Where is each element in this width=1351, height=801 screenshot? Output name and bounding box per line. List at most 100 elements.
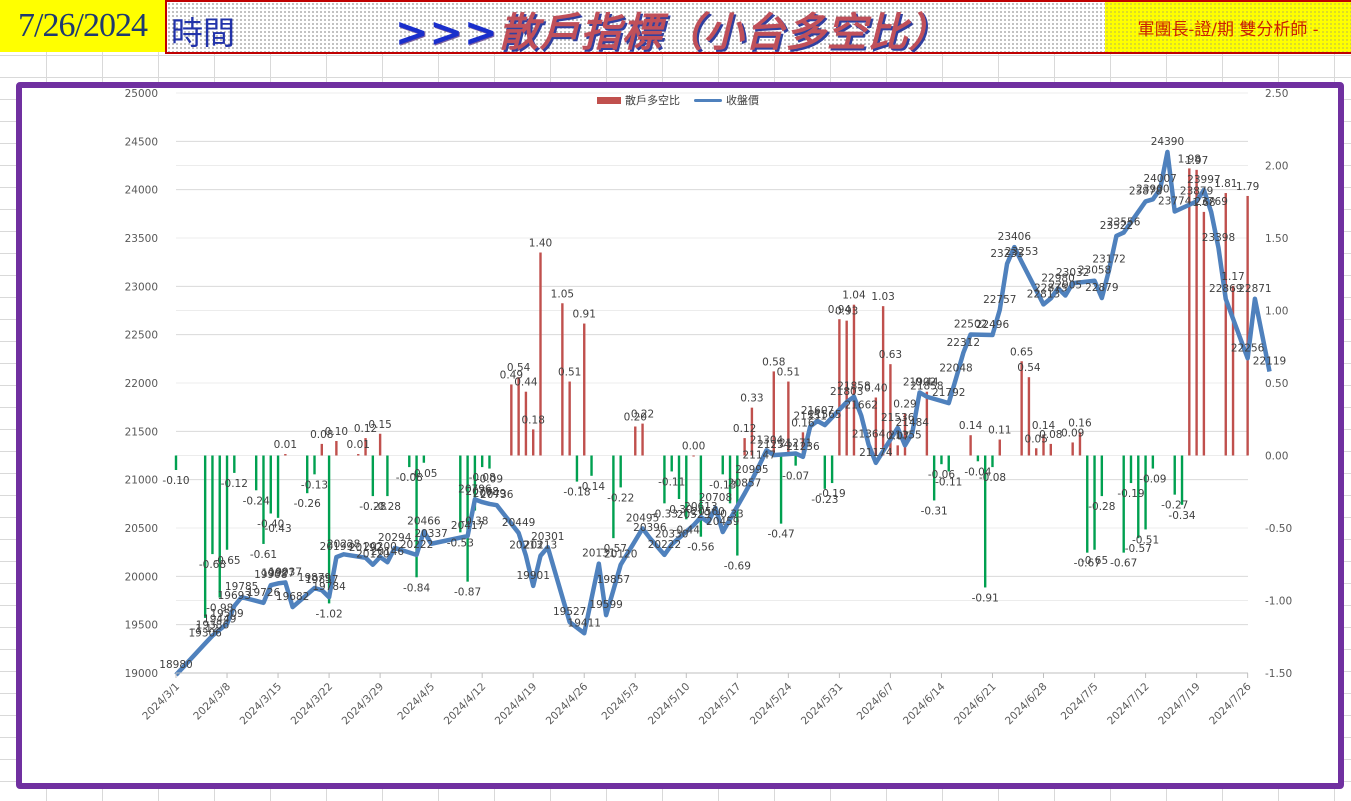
svg-text:0.51: 0.51	[777, 367, 800, 379]
svg-text:-0.24: -0.24	[243, 495, 270, 507]
legend-item-close: 收盤價	[694, 92, 759, 108]
right-axis-tick: -0.50	[1265, 523, 1292, 535]
right-axis-tick: -1.50	[1265, 668, 1292, 680]
svg-text:20708: 20708	[699, 492, 732, 504]
svg-text:20192: 20192	[349, 542, 382, 554]
x-axis-tick: 2024/3/8	[191, 681, 233, 723]
svg-text:20228: 20228	[327, 538, 360, 550]
svg-text:1.79: 1.79	[1236, 181, 1259, 193]
svg-text:23774: 23774	[1158, 196, 1192, 208]
svg-text:-0.40: -0.40	[257, 519, 284, 531]
x-axis-tick: 2024/3/29	[340, 681, 387, 728]
svg-text:1.17: 1.17	[1221, 271, 1244, 283]
svg-text:0.14: 0.14	[959, 420, 983, 432]
svg-text:0.01: 0.01	[347, 439, 370, 451]
svg-text:22869: 22869	[1209, 283, 1242, 295]
svg-text:-0.11: -0.11	[658, 476, 685, 488]
svg-text:0.11: 0.11	[988, 425, 1011, 437]
svg-text:0.07: 0.07	[886, 430, 909, 442]
legend-label-close: 收盤價	[726, 94, 759, 107]
svg-text:-0.23: -0.23	[811, 494, 838, 506]
svg-text:-0.07: -0.07	[782, 471, 809, 483]
svg-text:0.08: 0.08	[1039, 429, 1062, 441]
svg-text:23900: 23900	[1136, 183, 1169, 195]
svg-text:-0.65: -0.65	[213, 555, 240, 567]
svg-text:0.91: 0.91	[573, 309, 596, 321]
svg-text:19693: 19693	[218, 590, 251, 602]
svg-text:19937: 19937	[269, 566, 302, 578]
svg-text:-0.09: -0.09	[476, 474, 503, 486]
svg-text:0.14: 0.14	[1032, 420, 1056, 432]
svg-text:24007: 24007	[1143, 173, 1176, 185]
svg-text:-0.13: -0.13	[709, 479, 736, 491]
title-text: 散戶指標（小台多空比）	[498, 10, 950, 56]
right-axis-tick: 2.50	[1265, 88, 1288, 100]
x-axis-tick: 2024/6/14	[901, 680, 948, 727]
time-label: 時間	[171, 15, 236, 51]
svg-text:19599: 19599	[589, 599, 622, 611]
svg-text:20120: 20120	[356, 549, 389, 561]
x-axis-tick: 2024/6/7	[855, 681, 897, 723]
left-axis-tick: 21000	[125, 475, 158, 487]
x-axis-tick: 2024/5/24	[748, 680, 795, 727]
svg-text:19908: 19908	[254, 569, 287, 581]
svg-text:0.65: 0.65	[1010, 346, 1033, 358]
svg-text:20222: 20222	[648, 539, 681, 551]
x-axis-tick: 2024/3/1	[140, 681, 182, 723]
svg-text:20213: 20213	[509, 540, 542, 552]
svg-text:0.22: 0.22	[631, 409, 654, 421]
svg-text:0.44: 0.44	[514, 377, 538, 389]
svg-text:-0.18: -0.18	[563, 487, 590, 499]
svg-text:23879: 23879	[1180, 185, 1213, 197]
svg-text:22813: 22813	[1027, 288, 1060, 300]
chart-frame[interactable]	[16, 82, 1344, 789]
svg-text:-0.08: -0.08	[979, 472, 1006, 484]
svg-text:23878: 23878	[1129, 185, 1162, 197]
svg-text:0.33: 0.33	[740, 393, 763, 405]
right-axis-tick: 1.50	[1265, 233, 1288, 245]
svg-text:21355: 21355	[888, 429, 921, 441]
svg-text:20749: 20749	[473, 488, 506, 500]
svg-text:21902: 21902	[903, 376, 936, 388]
left-axis-tick: 19000	[125, 668, 158, 680]
x-axis-tick: 2024/7/26	[1207, 680, 1254, 727]
svg-text:23253: 23253	[1005, 246, 1038, 258]
svg-text:21803: 21803	[830, 386, 863, 398]
title-bar[interactable]: 時間 >>>散戶指標（小台多空比） 軍團長-證/期 雙分析師 -	[165, 0, 1351, 56]
svg-text:21565: 21565	[808, 409, 841, 421]
svg-text:-0.33: -0.33	[716, 508, 743, 520]
svg-text:-0.31: -0.31	[921, 505, 948, 517]
svg-text:22496: 22496	[976, 319, 1010, 331]
svg-text:20613: 20613	[684, 501, 717, 513]
svg-text:20768: 20768	[465, 486, 498, 498]
svg-text:22502: 22502	[954, 318, 987, 330]
svg-text:19527: 19527	[553, 606, 586, 618]
svg-text:-0.38: -0.38	[461, 516, 488, 528]
svg-text:20449: 20449	[502, 517, 535, 529]
right-axis-tick: 1.00	[1265, 306, 1288, 318]
svg-text:20560: 20560	[691, 506, 724, 518]
svg-text:0.12: 0.12	[354, 423, 377, 435]
svg-text:0.00: 0.00	[682, 441, 705, 453]
svg-text:0.54: 0.54	[507, 362, 531, 374]
svg-text:0.16: 0.16	[791, 417, 815, 429]
chart-legend: 散戶多空比 收盤價	[597, 92, 759, 108]
x-axis-tick: 2024/5/31	[799, 681, 846, 728]
svg-text:-0.28: -0.28	[374, 501, 401, 513]
svg-text:0.54: 0.54	[1017, 362, 1041, 374]
right-axis-tick: 2.00	[1265, 161, 1288, 173]
svg-text:19785: 19785	[225, 581, 258, 593]
svg-text:-0.87: -0.87	[454, 587, 481, 599]
x-axis-tick: 2024/3/22	[289, 681, 336, 728]
svg-text:0.40: 0.40	[864, 383, 887, 395]
right-axis-tick: 0.00	[1265, 451, 1288, 463]
svg-text:0.01: 0.01	[274, 439, 297, 451]
date-cell[interactable]: 7/26/2024	[0, 0, 165, 52]
svg-text:-0.91: -0.91	[972, 592, 999, 604]
svg-text:21858: 21858	[837, 381, 870, 393]
svg-text:21304: 21304	[750, 434, 784, 446]
right-axis-tick: 0.50	[1265, 378, 1288, 390]
svg-text:19857: 19857	[597, 574, 630, 586]
svg-text:-0.57: -0.57	[1125, 543, 1152, 555]
svg-text:0.10: 0.10	[325, 426, 348, 438]
